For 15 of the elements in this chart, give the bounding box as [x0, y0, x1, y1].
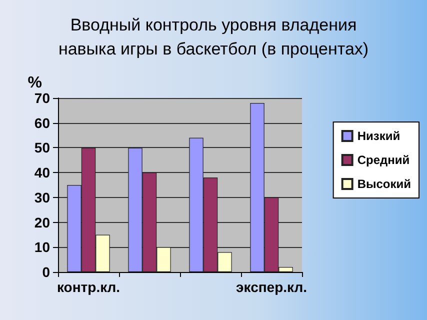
x-tick-label: экспер.кл.	[236, 279, 307, 295]
legend-label: Средний	[357, 153, 410, 167]
chart-title: Вводный контроль уровня владения навыка игры в баскетбол (в процентах)	[58, 16, 369, 58]
y-tick-label: 0	[42, 264, 50, 280]
y-tick-label: 70	[34, 90, 50, 106]
y-tick-label: 30	[34, 189, 50, 206]
y-tick-label: 10	[34, 239, 50, 256]
legend-label: Высокий	[357, 177, 412, 191]
x-tick-label: контр.кл.	[56, 279, 120, 295]
y-tick-label: 60	[34, 114, 50, 131]
y-tick-label: 40	[34, 164, 50, 181]
y-axis-title: %	[28, 74, 42, 92]
y-tick-label: 20	[34, 214, 50, 230]
legend-label: Низкий	[357, 129, 400, 143]
y-tick-label: 50	[34, 140, 50, 156]
